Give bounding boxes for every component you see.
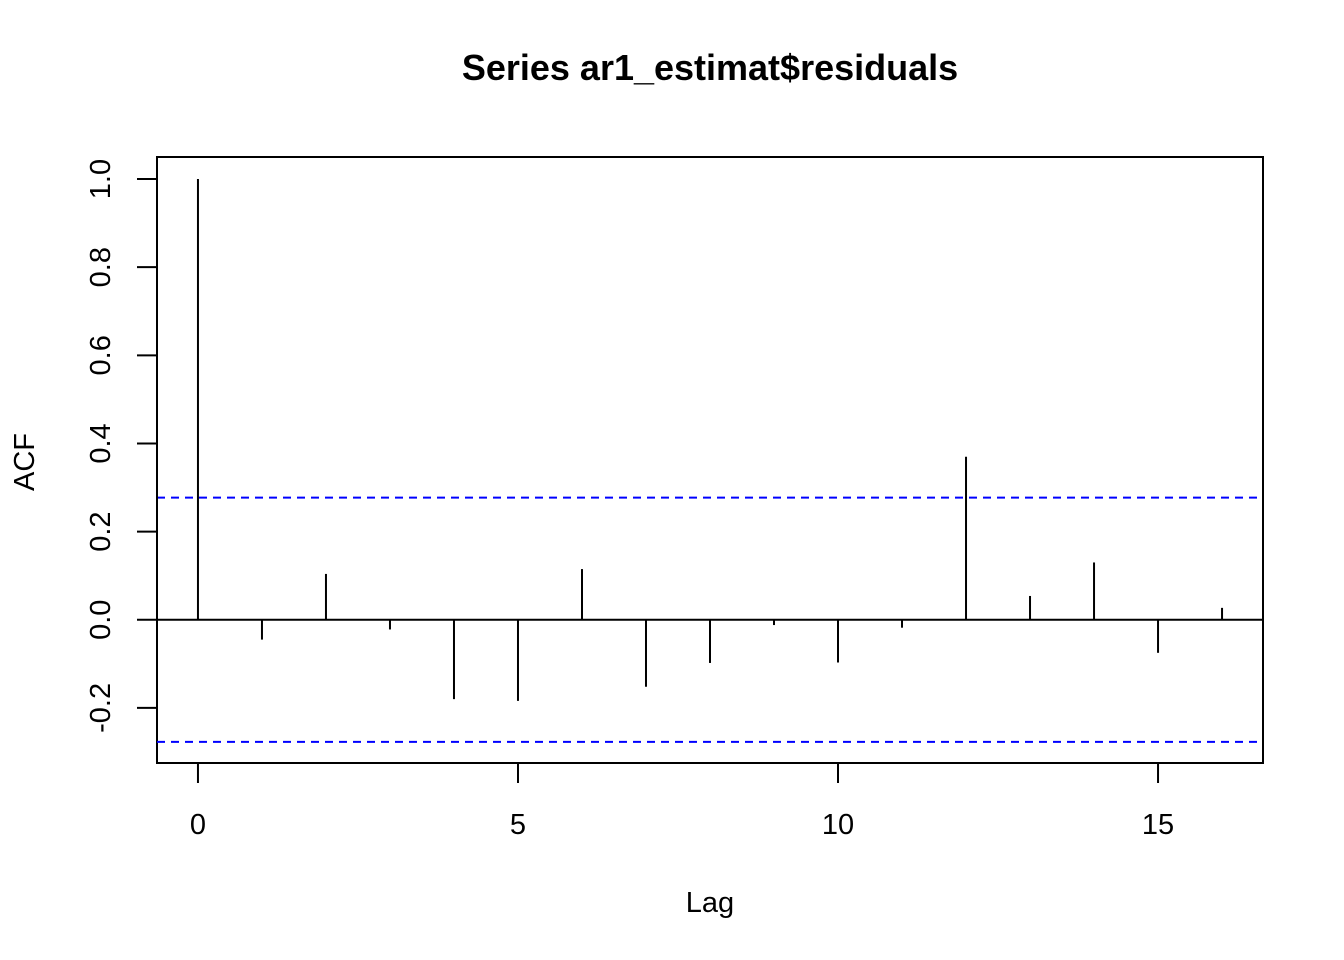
y-tick-label-1: 0.0 xyxy=(85,600,117,640)
x-tick-label-10: 10 xyxy=(822,809,854,841)
y-tick-label-4: 0.6 xyxy=(85,335,117,375)
chart-title: Series ar1_estimat$residuals xyxy=(462,47,958,88)
y-tick-label-0: -0.2 xyxy=(85,683,117,733)
x-tick-label-15: 15 xyxy=(1142,809,1174,841)
confidence-bounds xyxy=(157,496,1263,743)
x-axis-label: Lag xyxy=(686,887,734,919)
y-tick-label-6: 1.0 xyxy=(85,159,117,199)
y-tick-label-3: 0.4 xyxy=(85,423,117,463)
y-axis-label: ACF xyxy=(9,433,41,491)
y-tick-label-5: 0.8 xyxy=(85,247,117,287)
x-tick-label-5: 5 xyxy=(510,809,526,841)
x-tick-label-0: 0 xyxy=(190,809,206,841)
y-tick-label-2: 0.2 xyxy=(85,511,117,551)
x-axis: 0 5 10 15 xyxy=(190,762,1174,841)
acf-bars xyxy=(157,179,1263,701)
y-axis: -0.2 0.0 0.2 0.4 0.6 0.8 1.0 xyxy=(85,159,158,733)
plot-frame xyxy=(156,156,1264,764)
